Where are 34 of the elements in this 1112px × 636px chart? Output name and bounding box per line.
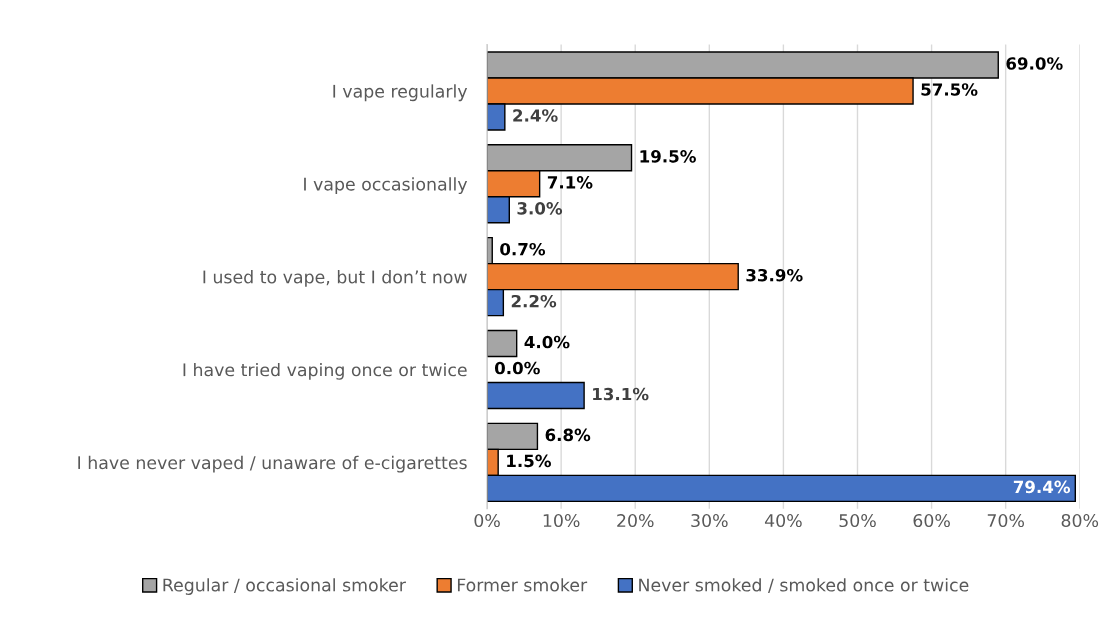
- data-label: 0.7%: [500, 242, 546, 256]
- x-tick-label: 20%: [617, 513, 654, 528]
- y-tick-label: I used to vape, but I don’t now: [203, 270, 467, 287]
- y-tick-label: I have never vaped / unaware of e-cigarettes: [78, 455, 467, 473]
- bar: [487, 329, 518, 358]
- x-tick-label: 50%: [839, 513, 876, 528]
- data-label: 2.4%: [513, 109, 558, 122]
- data-label: 0.0%: [494, 361, 540, 375]
- x-tick-label: 70%: [987, 513, 1024, 528]
- y-tick-label: I vape regularly: [333, 84, 468, 102]
- data-label: 6.8%: [545, 428, 591, 442]
- x-tick-label: 30%: [691, 513, 728, 528]
- legend-label: Regular / occasional smoker: [163, 578, 406, 595]
- x-tick-label: 10%: [543, 513, 580, 528]
- data-label: 4.0%: [524, 335, 570, 349]
- y-tick-label: I have tried vaping once or twice: [183, 362, 467, 380]
- data-label: 7.1%: [547, 176, 593, 189]
- x-tick-label: 0%: [474, 513, 500, 528]
- data-label: 33.9%: [746, 268, 803, 282]
- bar: [487, 381, 585, 410]
- data-label: 1.5%: [507, 454, 551, 468]
- data-label: 13.1%: [593, 387, 649, 401]
- x-tick-label: 60%: [913, 513, 950, 528]
- data-label: 3.0%: [517, 202, 563, 215]
- legend-label: Former smoker: [457, 578, 588, 592]
- data-label: 69.0%: [1006, 57, 1063, 70]
- data-label: 57.5%: [921, 83, 978, 96]
- y-tick-label: I vape occasionally: [304, 177, 468, 195]
- legend-label: Never smoked / smoked once or twice: [639, 578, 969, 593]
- data-label: 19.5%: [640, 150, 696, 163]
- x-tick-label: 40%: [764, 513, 802, 528]
- data-label: 79.4%: [1013, 480, 1071, 494]
- data-label: 2.2%: [511, 294, 557, 308]
- x-tick-label: 80%: [1061, 513, 1099, 528]
